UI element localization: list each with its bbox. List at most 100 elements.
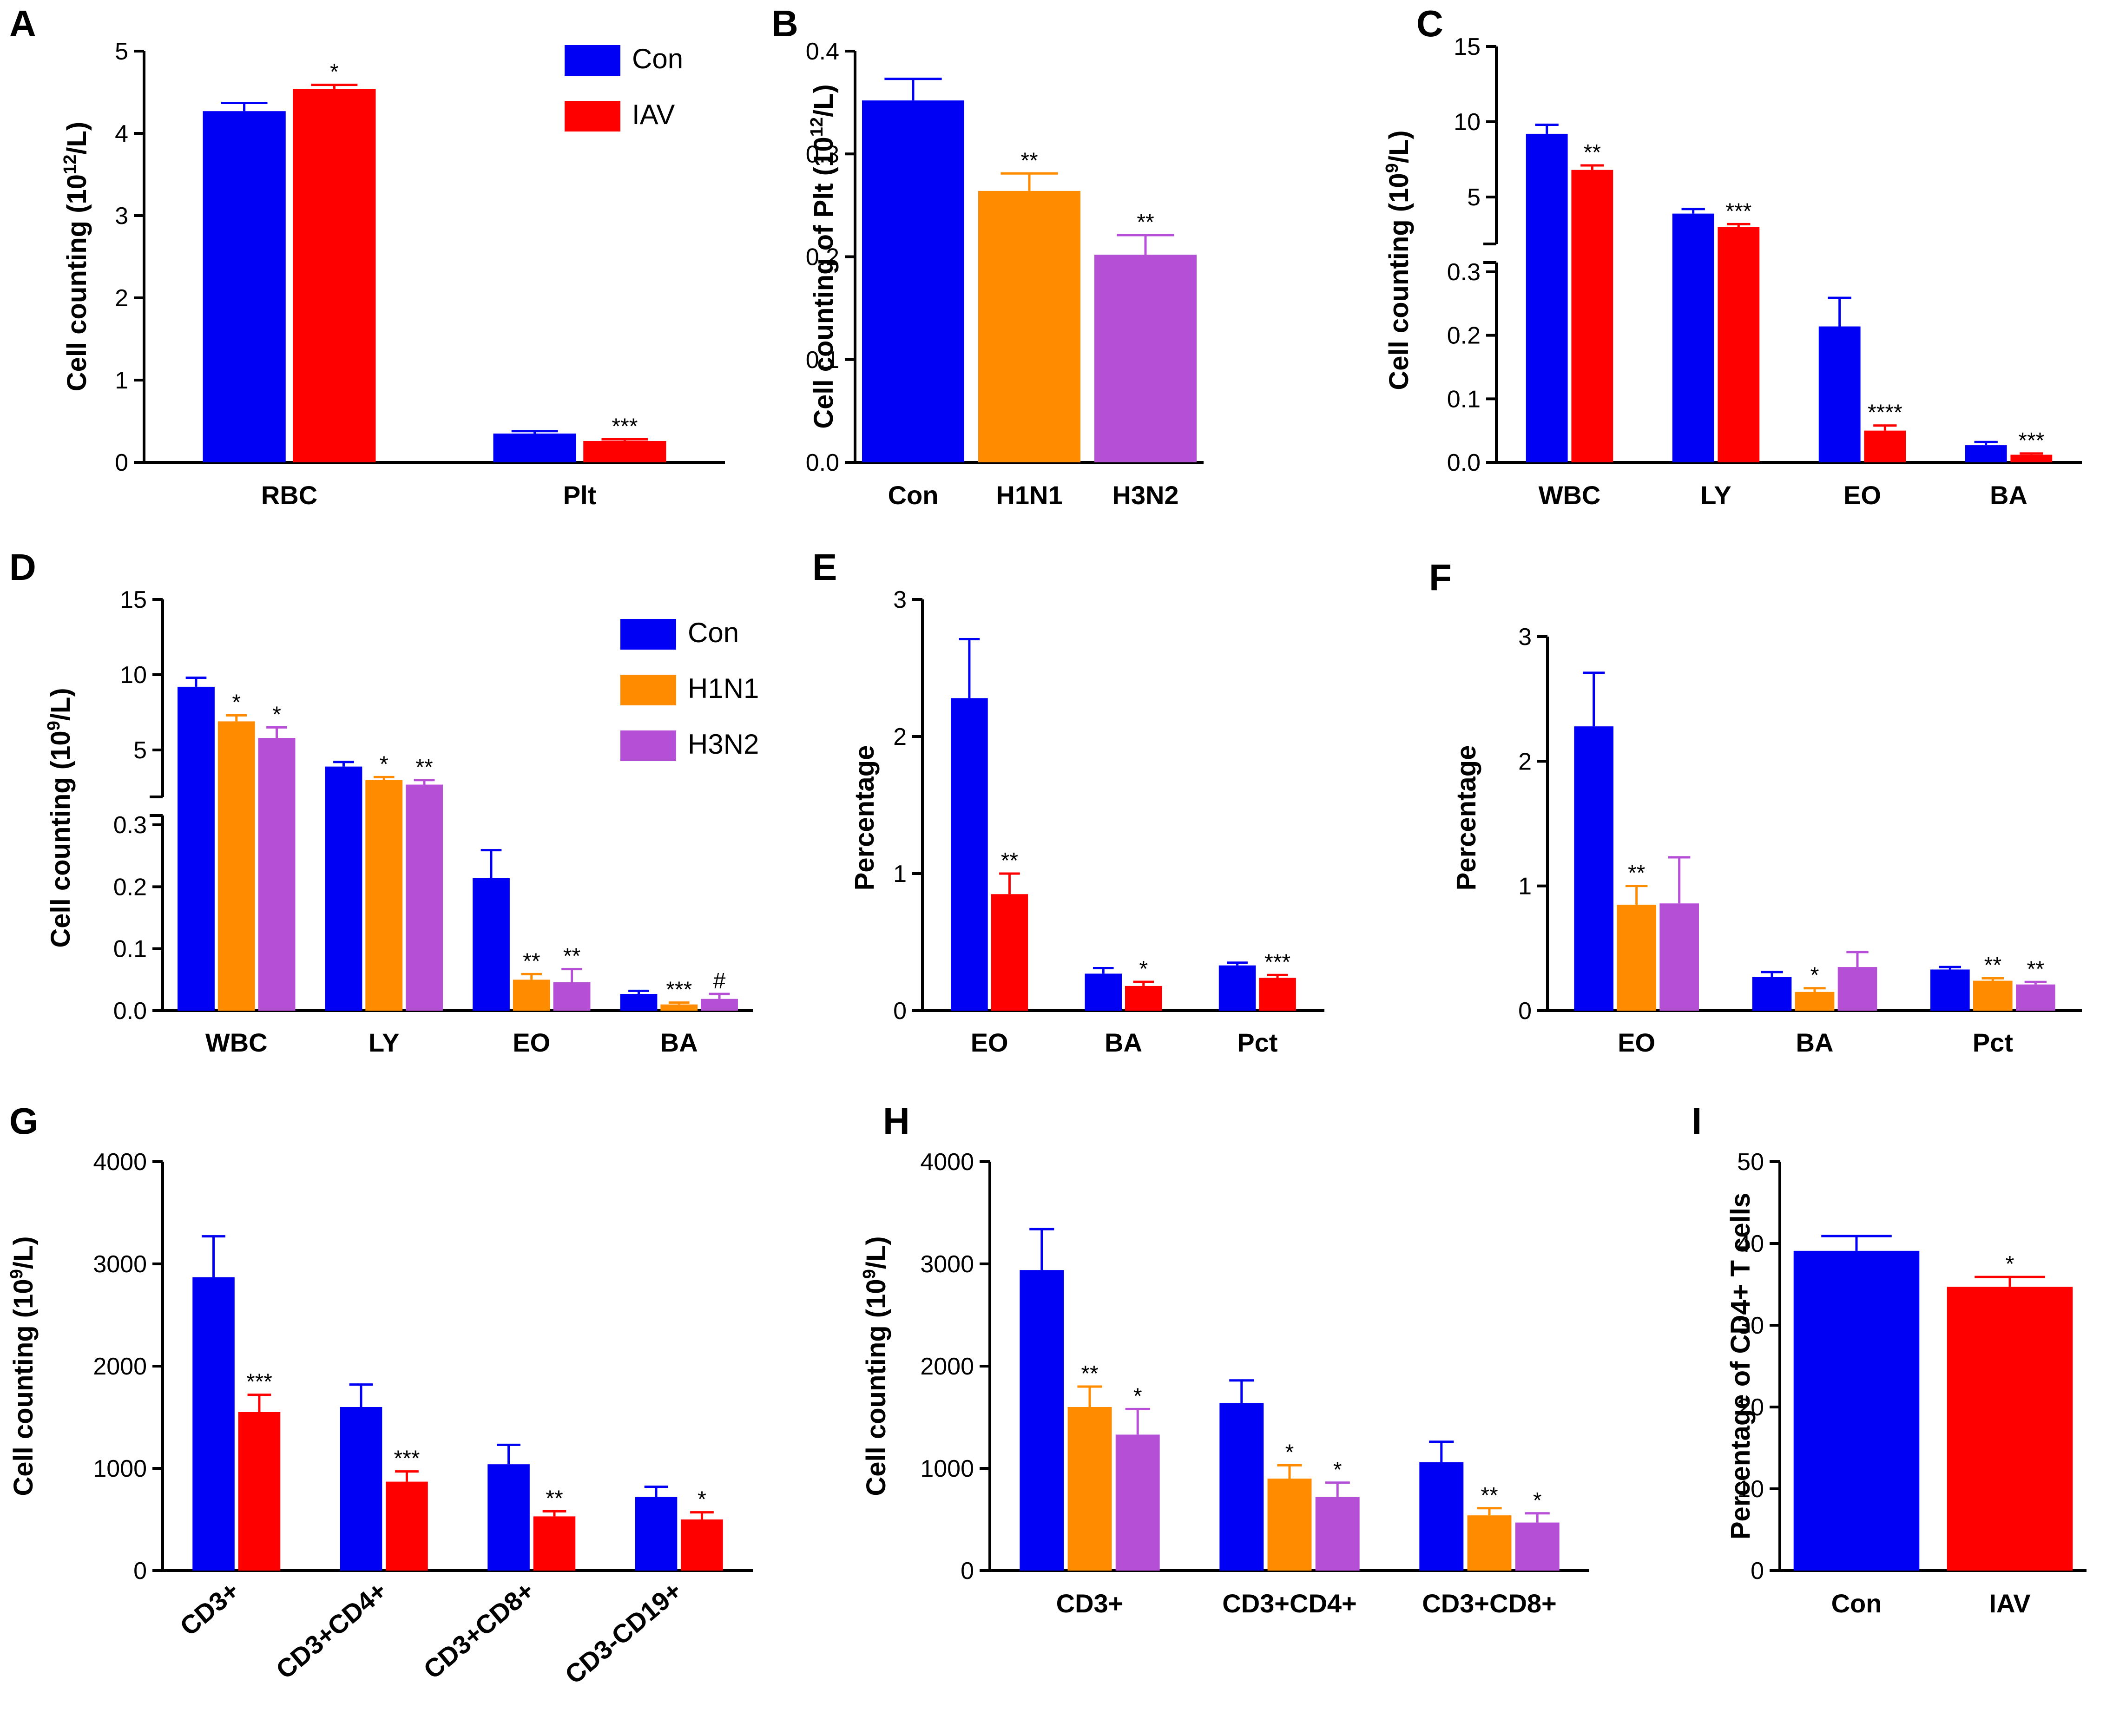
- y-tick-label: 0.1: [113, 936, 147, 963]
- bar-con: [862, 100, 964, 462]
- y-tick-label: 3: [115, 203, 128, 230]
- significance-marker: *: [1139, 957, 1148, 981]
- y-tick-label: 0.0: [806, 449, 839, 476]
- y-tick-label: 15: [1454, 33, 1481, 60]
- bar-con: [203, 111, 286, 462]
- significance-marker: **: [2027, 957, 2044, 981]
- bar-iav: [293, 89, 376, 463]
- significance-marker: *: [698, 1487, 706, 1512]
- bar-con: [951, 698, 988, 1011]
- bar-h1n1: [978, 191, 1080, 462]
- panel-h: H Cell counting (109/L) 0 1000 2000 3000 4000 *…: [860, 1100, 1589, 1618]
- y-tick-label: 2: [893, 723, 907, 750]
- significance-marker: ***: [394, 1447, 420, 1471]
- y-axis-title-tail: /L): [861, 1236, 891, 1269]
- bar-iav: [583, 441, 666, 462]
- significance-marker: **: [1081, 1361, 1098, 1386]
- panel-f: F Percentage 0 1 2 3 ** EO * BA ** ** Pct: [1429, 557, 2082, 1057]
- significance-marker: **: [1481, 1483, 1498, 1508]
- x-category-label: H3N2: [1112, 480, 1178, 510]
- x-category-label: EO: [513, 1028, 550, 1057]
- legend-label-iav: IAV: [632, 99, 675, 130]
- panel-letter-a: A: [9, 3, 36, 44]
- y-tick-label: 0.2: [113, 874, 147, 901]
- y-tick-label: 20: [1737, 1394, 1764, 1421]
- y-tick-label: 10: [120, 662, 147, 689]
- x-category-label: Con: [1831, 1589, 1882, 1618]
- bar-h1n1: [1795, 992, 1835, 1011]
- y-axis-title: Cell counting (109/L): [1382, 130, 1414, 390]
- y-tick-label: 0.2: [806, 244, 839, 271]
- bar-con: [178, 686, 215, 1011]
- panel-c: C Cell counting (109/L) 0.0 0.1 0.2 0.3 5 10 15 *…: [1382, 3, 2082, 510]
- bar-iav: [1718, 227, 1760, 462]
- x-category-label: EO: [1618, 1028, 1655, 1057]
- panel-letter-c: C: [1416, 3, 1443, 44]
- y-tick-label: 1000: [93, 1455, 147, 1482]
- y-axis-title-tail: /L): [809, 84, 839, 117]
- y-axis-title-sup: 12: [807, 117, 827, 137]
- bar-iav: [533, 1516, 576, 1571]
- y-axis-title-tail: /L): [62, 122, 92, 155]
- bar-con: [1793, 1250, 1920, 1571]
- significance-marker: **: [1984, 953, 2001, 978]
- bar-con: [1219, 1403, 1264, 1571]
- y-axis-title-main: Cell counting (10: [62, 174, 92, 391]
- y-tick-label: 5: [115, 38, 128, 65]
- panel-letter-d: D: [9, 546, 36, 588]
- significance-marker: **: [1584, 140, 1601, 165]
- bar-iav: [386, 1481, 428, 1571]
- bar-iav: [1571, 170, 1613, 462]
- y-axis-title-tail: /L): [8, 1236, 39, 1269]
- y-axis-title-main: Cell counting (10: [8, 1279, 39, 1496]
- y-axis-title-sup: 9: [860, 1269, 879, 1279]
- significance-marker: *: [2006, 1252, 2014, 1276]
- y-axis-title-main: Cell counting of Plt (10: [809, 137, 839, 428]
- y-tick-label: 0.3: [113, 812, 147, 839]
- legend-swatch-h3n2: [620, 730, 676, 761]
- y-axis-title: Percentage of CD4+ T cells: [1725, 1193, 1756, 1539]
- panel-b: B Cell counting of Plt (1012/L) 0.0 0.1 0.2 0…: [771, 3, 1204, 510]
- significance-marker: **: [563, 944, 580, 969]
- bar-con: [1020, 1270, 1064, 1571]
- y-axis-title-tail: /L): [46, 688, 76, 721]
- y-tick-label: 4000: [93, 1149, 147, 1176]
- legend-label-h3n2: H3N2: [688, 729, 759, 760]
- bar-h1n1: [1973, 980, 2013, 1011]
- x-category-label: BA: [1990, 480, 2027, 510]
- y-axis-title-main: Cell counting (10: [861, 1279, 891, 1496]
- bar-h1n1: [217, 721, 255, 1011]
- y-tick-label: 0: [893, 998, 907, 1025]
- significance-marker: ****: [1868, 401, 1902, 425]
- bar-h1n1: [1067, 1407, 1112, 1571]
- bar-con: [1752, 977, 1792, 1011]
- y-tick-label: 1: [893, 861, 907, 888]
- legend-swatch-con: [620, 619, 676, 650]
- significance-marker: ***: [1264, 950, 1290, 974]
- significance-marker: *: [1533, 1488, 1542, 1513]
- bar-con: [1085, 973, 1122, 1011]
- y-tick-label: 3000: [920, 1251, 974, 1278]
- significance-marker: ***: [1725, 199, 1751, 224]
- y-tick-label: 4: [115, 120, 128, 147]
- y-tick-label: 40: [1737, 1230, 1764, 1257]
- significance-marker: **: [546, 1486, 563, 1511]
- x-category-label: CD3-CD19+: [560, 1576, 687, 1690]
- y-tick-label: 3: [1518, 624, 1532, 651]
- bar-h1n1: [1467, 1515, 1512, 1571]
- bar-con: [340, 1407, 382, 1571]
- significance-marker: **: [1020, 148, 1038, 173]
- bar-h3n2: [1315, 1497, 1360, 1571]
- y-axis-title-sup: 12: [60, 155, 80, 174]
- bar-h1n1: [513, 980, 550, 1011]
- x-category-label: RBC: [261, 480, 317, 510]
- bar-iav: [1864, 430, 1906, 462]
- y-tick-label: 5: [133, 737, 147, 764]
- significance-marker: *: [330, 60, 339, 85]
- significance-marker: **: [1001, 848, 1018, 873]
- bar-con: [1526, 133, 1568, 462]
- y-tick-label: 0: [1751, 1558, 1764, 1585]
- y-axis-title: Cell counting (1012/L): [60, 122, 92, 391]
- bar-h3n2: [1115, 1434, 1160, 1571]
